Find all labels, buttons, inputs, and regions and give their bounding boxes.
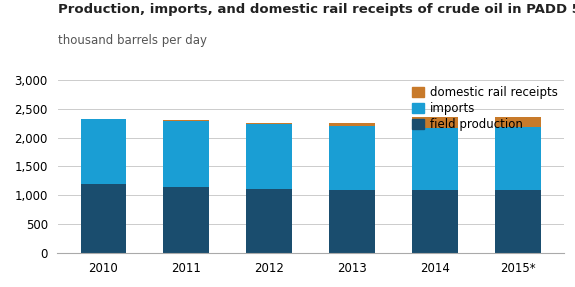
Bar (412, 128, 458, 190)
Bar (412, 117, 458, 128)
Bar (246, 124, 292, 189)
Bar (495, 127, 540, 190)
Bar (412, 190, 458, 253)
Text: thousand barrels per day: thousand barrels per day (58, 34, 206, 47)
Bar (495, 190, 540, 253)
Bar (495, 117, 540, 127)
Legend: domestic rail receipts, imports, field production: domestic rail receipts, imports, field p… (412, 86, 558, 131)
Bar (246, 189, 292, 253)
Bar (163, 187, 209, 253)
Bar (81, 119, 126, 184)
Bar (329, 190, 375, 253)
Bar (81, 184, 126, 253)
Bar (163, 120, 209, 121)
Bar (329, 126, 375, 190)
Bar (329, 123, 375, 126)
Text: Production, imports, and domestic rail receipts of crude oil in PADD 5: Production, imports, and domestic rail r… (58, 3, 575, 16)
Bar (246, 123, 292, 124)
Bar (163, 121, 209, 187)
